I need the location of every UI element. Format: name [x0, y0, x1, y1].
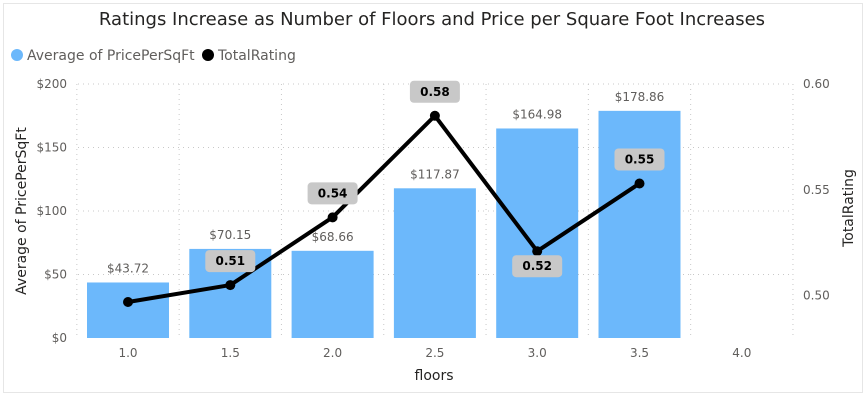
rating-label-box — [409, 80, 460, 103]
y-tick-label: $100 — [36, 204, 67, 218]
x-tick-label: 4.0 — [732, 346, 751, 360]
rating-point — [532, 246, 543, 257]
y-axis-title: Average of PricePerSqFt — [14, 127, 30, 295]
y2-tick-label: 0.55 — [803, 183, 830, 197]
y2-axis-title: TotalRating — [841, 169, 857, 248]
rating-point — [225, 280, 236, 291]
rating-label-box — [307, 182, 358, 205]
bar — [291, 250, 374, 338]
legend-marker-rating — [202, 49, 214, 61]
y-tick-label: $0 — [52, 331, 67, 345]
rating-data-label: 0.58 — [420, 85, 450, 99]
rating-line — [123, 110, 645, 308]
rating-label-box — [205, 250, 256, 273]
legend[interactable]: Average of PricePerSqFt TotalRating — [11, 48, 296, 64]
y2-tick-label: 0.50 — [803, 289, 830, 303]
x-tick-label: 1.5 — [221, 346, 240, 360]
bar-data-label: $164.98 — [512, 107, 562, 121]
bar-data-label: $43.72 — [107, 261, 149, 275]
x-tick-label: 2.5 — [425, 346, 444, 360]
rating-data-label: 0.52 — [522, 259, 552, 273]
x-tick-label: 1.0 — [118, 346, 137, 360]
y2-tick-label: 0.60 — [803, 77, 830, 91]
x-tick-label: 2.0 — [323, 346, 342, 360]
bar — [393, 188, 476, 338]
legend-marker-price — [11, 49, 23, 61]
rating-point — [634, 178, 645, 189]
rating-point — [327, 212, 338, 223]
x-tick-label: 3.5 — [630, 346, 649, 360]
bar-data-label: $117.87 — [410, 167, 460, 181]
rating-data-label: 0.51 — [215, 254, 245, 268]
bar-data-label: $178.86 — [615, 90, 665, 104]
rating-label-box — [614, 148, 665, 171]
rating-data-label: 0.55 — [625, 152, 655, 166]
y-tick-label: $150 — [36, 141, 67, 155]
axes: $0 $50 $100 $150 $200 0.50 0.55 0.60 1.0 1.5 2.0 2.… — [36, 77, 829, 360]
rating-data-label: 0.54 — [318, 186, 348, 200]
chart-title: Ratings Increase as Number of Floors and… — [99, 9, 765, 30]
rating-label-box — [512, 255, 563, 278]
y-tick-label: $50 — [44, 268, 67, 282]
bar-data-label: $70.15 — [209, 228, 251, 242]
rating-line-path — [127, 113, 641, 304]
x-tick-label: 3.0 — [528, 346, 547, 360]
bar — [87, 282, 169, 338]
rating-point — [123, 297, 133, 308]
bar — [598, 110, 681, 338]
x-axis-title: floors — [415, 368, 454, 384]
legend-label-rating: TotalRating — [217, 48, 296, 64]
bar-data-label: $68.66 — [312, 230, 354, 244]
data-labels: $43.72 $70.15 $68.66 $117.87 $164.98 $178.86 0… — [107, 80, 665, 278]
rating-point — [429, 110, 440, 121]
y-tick-label: $200 — [36, 77, 67, 91]
legend-label-price: Average of PricePerSqFt — [27, 48, 195, 64]
